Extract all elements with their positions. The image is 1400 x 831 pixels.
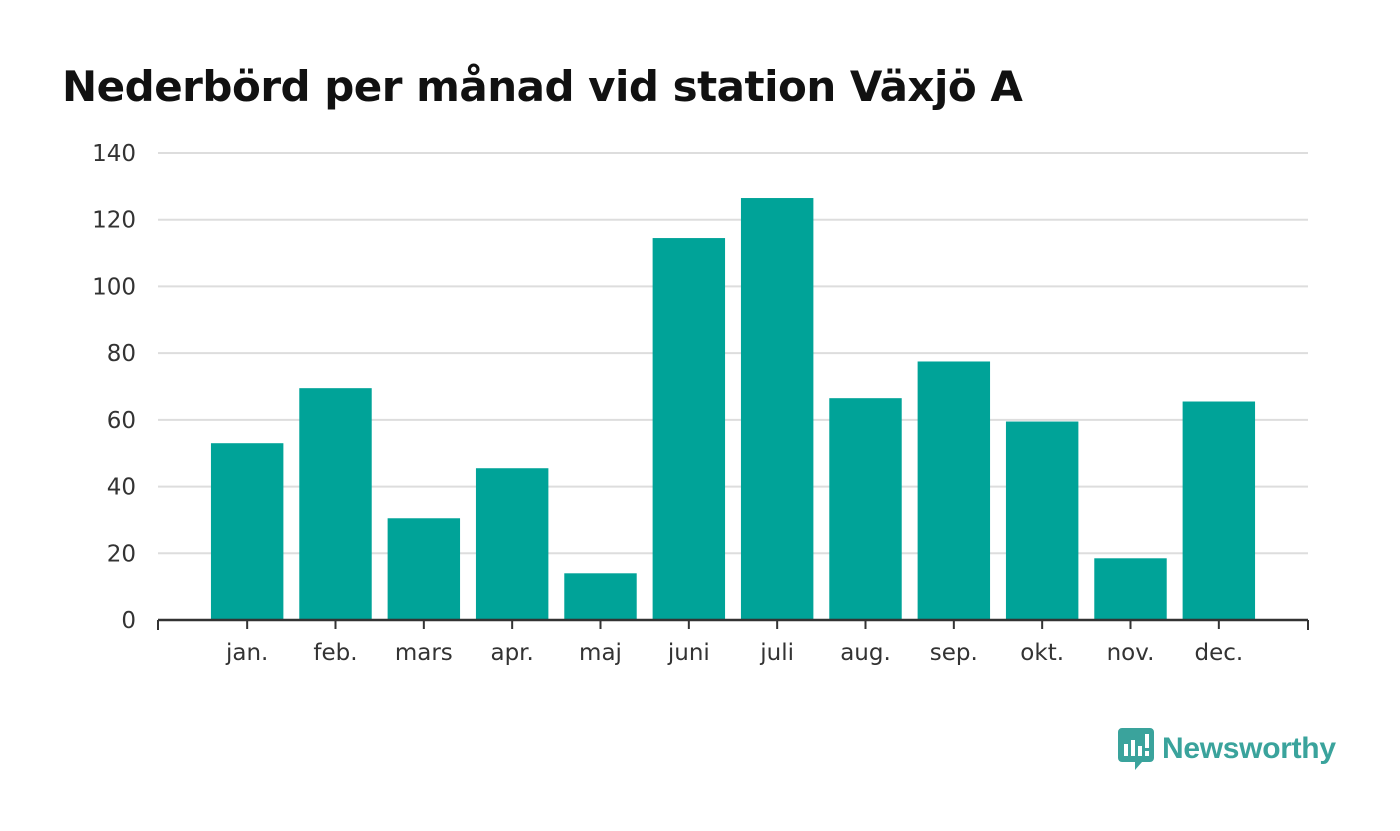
bar-apr [475,468,549,620]
x-tick-label: dec. [1194,640,1243,666]
y-tick-label: 80 [107,341,136,367]
bar-maj [564,573,637,620]
x-tick-label: feb. [313,640,357,666]
bar-okt [1005,421,1079,620]
bar-aug [829,398,902,620]
y-tick-label: 40 [107,475,136,501]
y-tick-label: 100 [92,274,136,300]
bar-jan [210,443,284,620]
bar-juni [652,238,726,620]
x-tick-label: okt. [1020,640,1064,666]
x-axis-tick-labels: jan. feb. mars apr. maj juni juli aug. sep. okt. n… [225,640,1243,666]
y-tick-label: 0 [121,608,136,634]
bar-dec [1182,401,1256,620]
bar-chart: 0 20 40 60 80 100 120 140 jan. feb. mars apr. maj ju… [92,141,1309,666]
bar-juli [740,198,814,620]
brand-logo: Newsworthy [1118,728,1336,770]
x-tick-label: juni [667,640,710,666]
x-tick-label: mars [395,640,453,666]
bar-sep [917,361,991,620]
bars [210,198,1256,620]
x-tick-label: maj [579,640,622,666]
newsworthy-logo-icon [1118,728,1154,770]
y-tick-label: 20 [107,541,136,567]
y-tick-label: 140 [92,141,136,167]
x-tick-label: aug. [840,640,891,666]
bar-nov [1094,558,1167,620]
x-tick-label: sep. [930,640,978,666]
y-axis-tick-labels: 0 20 40 60 80 100 120 140 [92,141,136,634]
x-tick-label: juli [759,640,794,666]
brand-name: Newsworthy [1162,732,1336,765]
bar-feb [299,388,372,620]
chart-title: Nederbörd per månad vid station Växjö A [62,62,1023,111]
x-tick-label: apr. [490,640,533,666]
x-tick-label: jan. [225,640,268,666]
y-tick-label: 120 [92,208,136,234]
x-axis [157,618,1309,630]
bar-mars [387,518,461,620]
x-tick-label: nov. [1107,640,1155,666]
y-tick-label: 60 [107,408,136,434]
